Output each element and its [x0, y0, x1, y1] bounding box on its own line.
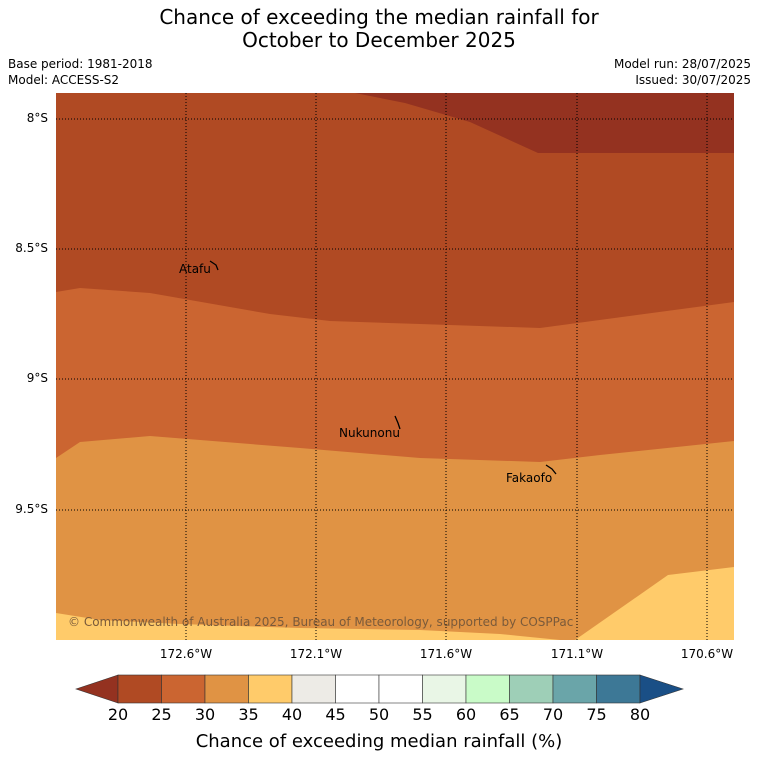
- band-below-20: [355, 93, 734, 153]
- issued-date: Issued: 30/07/2025: [635, 73, 751, 87]
- colorbar-tick: 35: [238, 705, 259, 724]
- lat-label: 9°S: [26, 371, 48, 385]
- colorbar-cell: [117, 674, 162, 704]
- atoll-nukunonu: [394, 415, 401, 430]
- colorbar-cell: [378, 674, 423, 704]
- colorbar-tick: 25: [151, 705, 172, 724]
- colorbar-cell: [161, 674, 206, 704]
- atolls: [209, 260, 557, 475]
- map-title-line1: Chance of exceeding the median rainfall …: [159, 5, 599, 29]
- model-name: Model: ACCESS-S2: [8, 73, 120, 87]
- band-35-40: [56, 613, 560, 640]
- colorbar: [75, 674, 684, 704]
- colorbar-cell: [204, 674, 249, 704]
- colorbar-cell: [291, 674, 336, 704]
- colorbar-cell: [465, 674, 510, 704]
- colorbar-cell: [596, 674, 641, 704]
- copyright-notice: © Commonwealth of Australia 2025, Bureau…: [68, 615, 574, 629]
- lat-label: 8.5°S: [15, 241, 48, 255]
- colorbar-tick: 30: [194, 705, 216, 724]
- band-35-40-east: [575, 567, 734, 640]
- model-run: Model run: 28/07/2025: [613, 57, 751, 71]
- colorbar-label: Chance of exceeding median rainfall (%): [195, 731, 563, 752]
- colorbar-cell: [552, 674, 597, 704]
- lon-label: 171.6°W: [419, 647, 473, 661]
- colorbar-tick: 20: [107, 705, 129, 724]
- colorbar-tick: 80: [629, 705, 651, 724]
- place-label-fakaofo: Fakaofo: [506, 471, 553, 485]
- lat-label: 8°S: [26, 111, 48, 125]
- place-label-atafu: Atafu: [179, 262, 211, 276]
- colorbar-cell: [422, 674, 467, 704]
- colorbar-over: [639, 674, 684, 704]
- colorbar-tick: 50: [368, 705, 390, 724]
- colorbar-cell: [335, 674, 380, 704]
- graticule: [56, 93, 734, 640]
- atoll-fakaofo: [545, 464, 557, 475]
- colorbar-tick: 45: [325, 705, 346, 724]
- probability-map: [56, 93, 734, 640]
- lon-label: 172.6°W: [159, 647, 213, 661]
- colorbar-tick: 65: [499, 705, 520, 724]
- lat-label: 9.5°S: [15, 502, 48, 516]
- colorbar-under: [75, 674, 119, 704]
- lon-label: 170.6°W: [680, 647, 734, 661]
- colorbar-tick: 55: [412, 705, 433, 724]
- colorbar-cell: [248, 674, 293, 704]
- atoll-atafu: [209, 260, 219, 271]
- colorbar-tick: 40: [281, 705, 303, 724]
- lon-label: 172.1°W: [289, 647, 343, 661]
- base-period: Base period: 1981-2018: [8, 57, 153, 71]
- colorbar-tick: 70: [542, 705, 564, 724]
- colorbar-tick: 75: [586, 705, 607, 724]
- colorbar-cell: [509, 674, 554, 704]
- place-label-nukunonu: Nukunonu: [339, 426, 400, 440]
- colorbar-tick: 60: [455, 705, 477, 724]
- lon-label: 171.1°W: [550, 647, 604, 661]
- map-title-line2: October to December 2025: [242, 28, 516, 52]
